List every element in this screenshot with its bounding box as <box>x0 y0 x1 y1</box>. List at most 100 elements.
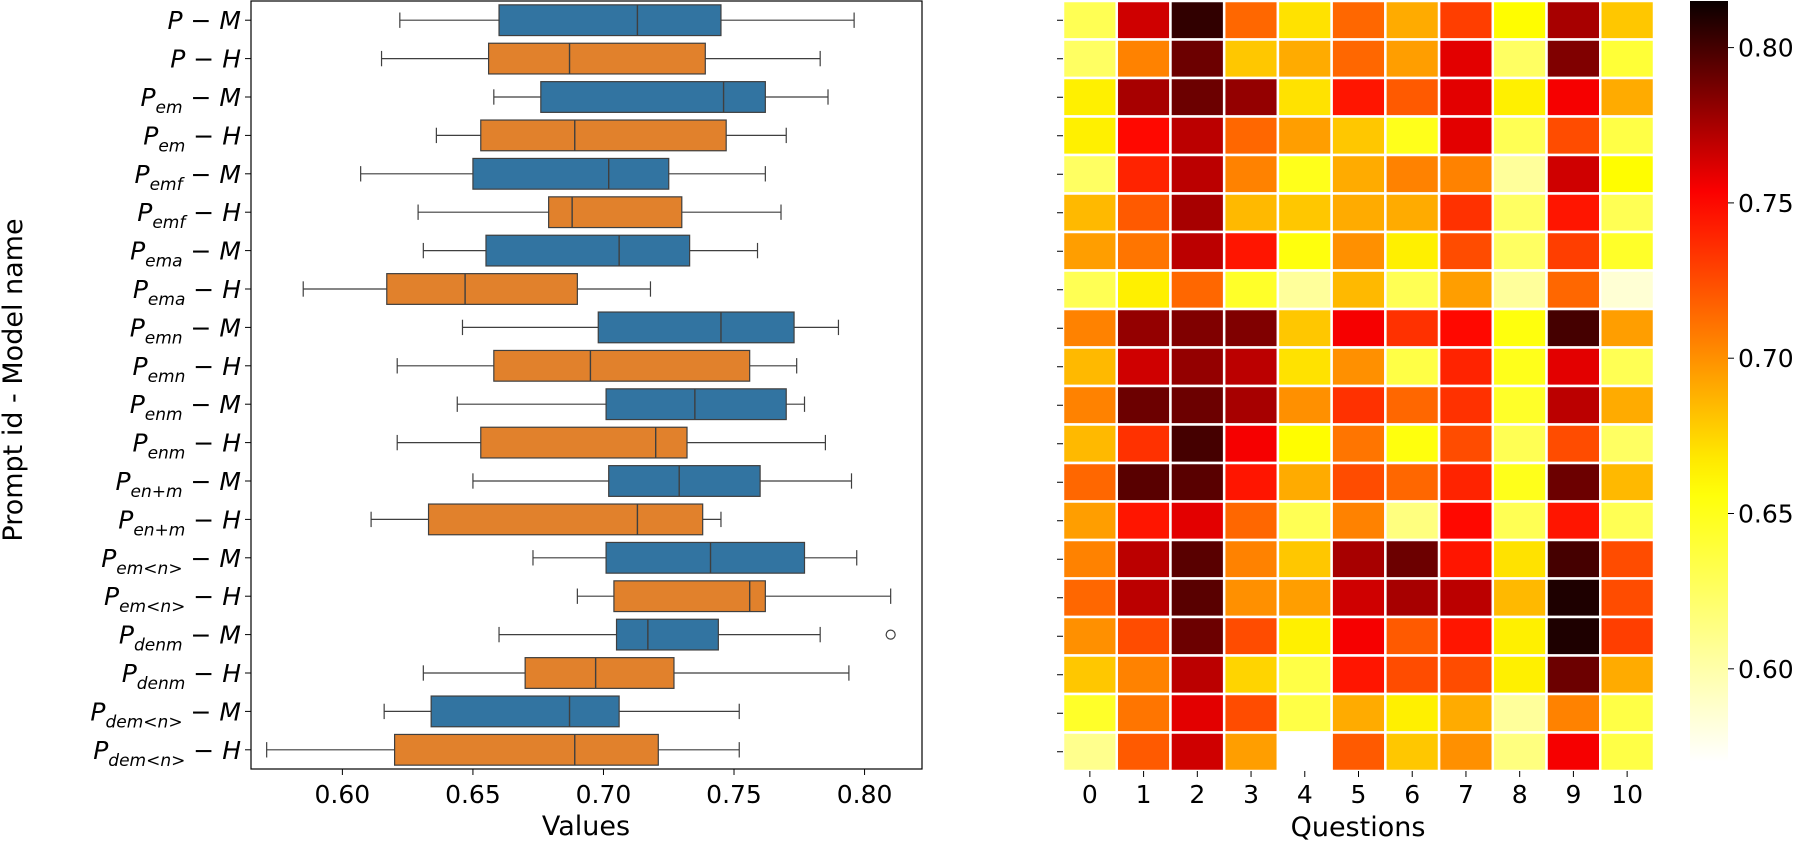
heatmap-cell <box>1276 346 1333 388</box>
heatmap-cell <box>1061 76 1118 118</box>
heatmap-cell <box>1115 269 1172 311</box>
heatmap-cell <box>1115 423 1172 465</box>
colorbar-tick-label: 0.80 <box>1738 34 1794 63</box>
heatmap-cell <box>1491 192 1548 234</box>
y-tick-label-base: P <box>93 736 109 765</box>
heatmap-cell <box>1491 692 1548 734</box>
box-row: Pdenm − H <box>122 657 850 694</box>
heatmap-cell <box>1384 115 1441 157</box>
heatmap-cell <box>1491 577 1548 619</box>
heatmap-cell <box>1169 115 1226 157</box>
y-tick-label-model: − M <box>183 6 241 35</box>
heatmap-cell <box>1222 461 1280 503</box>
y-tick-label-model: − M <box>183 621 241 650</box>
heatmap-cell <box>1599 731 1656 773</box>
box-row: Penm − M <box>130 388 806 425</box>
heatmap-cell <box>1061 38 1118 80</box>
heatmap-cell <box>1437 692 1495 734</box>
heatmap-cell <box>1599 615 1656 657</box>
heatmap-cell <box>1384 307 1441 349</box>
box-row: Pemf − H <box>137 196 782 233</box>
box-iqr <box>540 81 766 113</box>
y-tick-label-model: − H <box>185 352 241 381</box>
heatmap-cell <box>1384 692 1441 734</box>
heatmap-cell <box>1276 423 1333 465</box>
heatmap-cell <box>1330 500 1387 542</box>
heatmap-cell <box>1330 461 1387 503</box>
y-tick-label-base: P <box>134 160 150 189</box>
heatmap-cell <box>1222 0 1280 41</box>
heatmap-cell <box>1330 307 1387 349</box>
heatmap-cell <box>1222 346 1280 388</box>
y-tick-label: Pdem<n> − M <box>90 697 241 732</box>
heatmap-cell <box>1599 0 1656 41</box>
y-tick-label-sub: emn <box>148 367 186 387</box>
heatmap-cell <box>1276 307 1333 349</box>
heatmap-cell <box>1061 500 1118 542</box>
heatmap-cell <box>1545 500 1602 542</box>
heatmap-x-tick-label: 7 <box>1458 780 1474 809</box>
y-tick-label-sub: emn <box>145 328 183 348</box>
y-tick-label: Pem<n> − H <box>104 582 241 617</box>
heatmap-cell <box>1061 423 1118 465</box>
heatmap-cell <box>1169 346 1226 388</box>
heatmap-cell <box>1599 230 1656 272</box>
box-iqr <box>393 733 659 766</box>
x-tick-label: 0.70 <box>576 780 632 809</box>
heatmap-cell <box>1061 230 1118 272</box>
y-tick-label-sub: enm <box>145 405 183 425</box>
box-plot-frame <box>250 0 923 770</box>
box-iqr <box>605 541 806 574</box>
heatmap-cell <box>1545 615 1602 657</box>
heatmap-cell <box>1437 307 1495 349</box>
heatmap-cell <box>1222 384 1280 426</box>
heatmap-cell <box>1545 577 1602 619</box>
y-tick-label-sub: emf <box>152 213 188 233</box>
heatmap-cell <box>1491 76 1548 118</box>
heatmap-cell <box>1384 153 1441 195</box>
heatmap-cell <box>1222 654 1280 696</box>
heatmap-cell <box>1384 654 1441 696</box>
box-xlabel: Values <box>542 811 630 842</box>
y-tick-label: Pdenm − H <box>122 659 242 694</box>
heatmap-cell <box>1061 692 1118 734</box>
heatmap-xlabel: Questions <box>1291 812 1426 842</box>
box-iqr <box>485 234 691 267</box>
heatmap-cell <box>1276 38 1333 80</box>
y-tick-label-model: − H <box>185 736 241 765</box>
heatmap-x-tick-label: 10 <box>1611 780 1643 809</box>
heatmap-cell <box>1437 423 1495 465</box>
box-iqr <box>493 349 751 382</box>
heatmap-cell <box>1330 0 1387 41</box>
heatmap-cell <box>1169 423 1226 465</box>
heatmap-cell <box>1115 0 1172 41</box>
box-row: Pemf − M <box>134 157 766 195</box>
y-tick-label-base: P <box>122 659 138 688</box>
box-ylabel: Prompt id - Model name <box>0 218 29 541</box>
heatmap-cell <box>1169 731 1226 773</box>
y-tick-label-base: P <box>118 505 134 534</box>
y-tick-label: Pen+m − H <box>118 505 241 540</box>
colorbar-tick-label: 0.65 <box>1738 500 1794 529</box>
heatmap-cell <box>1599 192 1656 234</box>
y-tick-label-model: − H <box>185 121 241 150</box>
box-row: Pema − H <box>133 273 652 310</box>
y-tick-label: Penm − M <box>130 390 241 425</box>
box-iqr <box>480 426 688 459</box>
y-tick-label-base: P <box>130 390 146 419</box>
heatmap-cell <box>1384 346 1441 388</box>
heatmap-cell <box>1222 500 1280 542</box>
heatmap-cell <box>1330 38 1387 80</box>
heatmap-cell <box>1599 423 1656 465</box>
y-tick-label-base: P <box>137 198 153 227</box>
y-tick-label: Pemn − M <box>130 313 241 348</box>
x-tick-label: 0.60 <box>315 780 371 809</box>
heatmap-cell <box>1276 577 1333 619</box>
heatmap-cell <box>1491 346 1548 388</box>
y-tick-label-base: P <box>101 544 117 573</box>
heatmap-cell <box>1599 500 1656 542</box>
heatmap-cell <box>1115 577 1172 619</box>
heatmap-cell <box>1169 307 1226 349</box>
heatmap-cell <box>1330 731 1387 773</box>
